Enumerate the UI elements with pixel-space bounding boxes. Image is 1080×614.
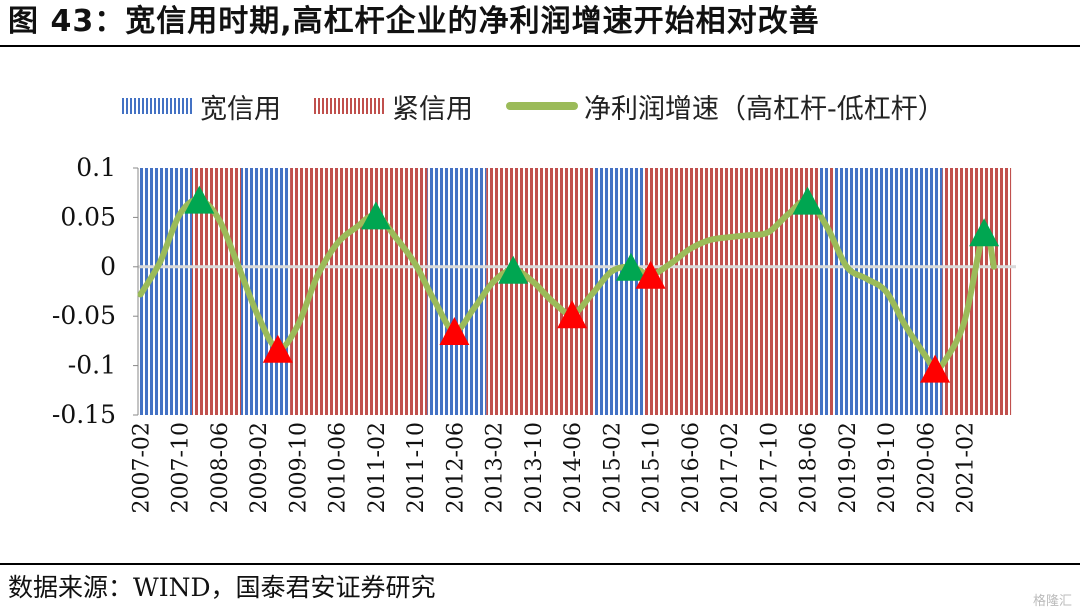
peak-marker: [360, 201, 391, 230]
series-line-profit-growth: [137, 196, 997, 372]
credit-period-bar-6: [594, 168, 644, 415]
x-tick-label: 2011-02: [365, 422, 390, 513]
chart-legend: 宽信用 紧信用 净利润增速（高杠杆-低杠杆）: [0, 84, 1080, 128]
legend-line-profit-growth: [506, 102, 578, 110]
credit-period-bar-9: [829, 168, 835, 415]
credit-period-bar-4: [427, 168, 487, 415]
trough-marker: [557, 300, 588, 329]
legend-item-tight-credit: 紧信用: [314, 84, 473, 128]
legend-swatch-tight-credit: [314, 98, 386, 114]
x-tick-label: 2016-06: [679, 422, 704, 513]
x-tick-label: 2013-02: [483, 422, 508, 513]
legend-label-tight-credit: 紧信用: [392, 93, 473, 125]
peak-marker: [792, 186, 823, 215]
peak-marker: [184, 185, 215, 214]
watermark-logo: 格隆汇: [1032, 594, 1072, 609]
y-tick-label: 0: [100, 252, 116, 281]
x-tick-label: 2015-10: [640, 422, 665, 513]
legend-item-profit-growth: 净利润增速（高杠杆-低杠杆）: [506, 84, 945, 128]
top-rule: [0, 45, 1080, 47]
y-tick-label: -0.1: [68, 351, 116, 380]
x-tick-label: 2007-02: [130, 422, 155, 513]
legend-label-loose-credit: 宽信用: [200, 93, 281, 125]
legend-item-loose-credit: 宽信用: [122, 84, 281, 128]
x-tick-label: 2009-10: [286, 422, 311, 513]
trough-marker: [439, 317, 470, 345]
x-tick-label: 2020-06: [914, 422, 939, 513]
y-tick-label: -0.05: [52, 301, 116, 330]
x-tick-label: 2017-10: [757, 422, 782, 513]
figure-title: 图 43：宽信用时期,高杠杆企业的净利润增速开始相对改善: [8, 4, 820, 39]
credit-period-bar-11: [942, 168, 1012, 415]
y-tick-label: 0.05: [60, 202, 116, 231]
x-tick-label: 2012-06: [443, 422, 468, 513]
peak-marker: [498, 255, 529, 284]
trough-marker: [262, 334, 293, 363]
x-tick-label: 2019-02: [836, 422, 861, 513]
trough-marker: [635, 260, 666, 289]
x-tick-label: 2007-10: [169, 422, 194, 513]
x-tick-label: 2017-02: [718, 422, 743, 513]
x-tick-label: 2013-10: [522, 422, 547, 513]
x-tick-label: 2015-02: [600, 422, 625, 513]
x-tick-label: 2014-06: [561, 422, 586, 513]
y-tick-label: -0.15: [52, 400, 116, 429]
x-tick-label: 2009-02: [247, 422, 272, 513]
x-tick-label: 2010-06: [326, 422, 351, 513]
legend-label-profit-growth: 净利润增速（高杠杆-低杠杆）: [584, 93, 945, 125]
trough-marker: [920, 354, 951, 383]
credit-period-bar-8: [819, 168, 830, 415]
x-tick-label: 2018-06: [797, 422, 822, 513]
legend-swatch-loose-credit: [122, 98, 194, 114]
peak-marker: [616, 252, 646, 281]
data-source-note: 数据来源：WIND，国泰君安证券研究: [8, 573, 436, 602]
x-tick-label: 2019-10: [875, 422, 900, 513]
x-tick-label: 2011-10: [404, 422, 429, 513]
x-tick-label: 2021-02: [954, 422, 979, 513]
x-tick-label: 2008-06: [208, 422, 233, 513]
peak-marker: [969, 218, 1000, 247]
bottom-rule: [0, 563, 1080, 565]
y-tick-label: 0.1: [76, 153, 116, 182]
